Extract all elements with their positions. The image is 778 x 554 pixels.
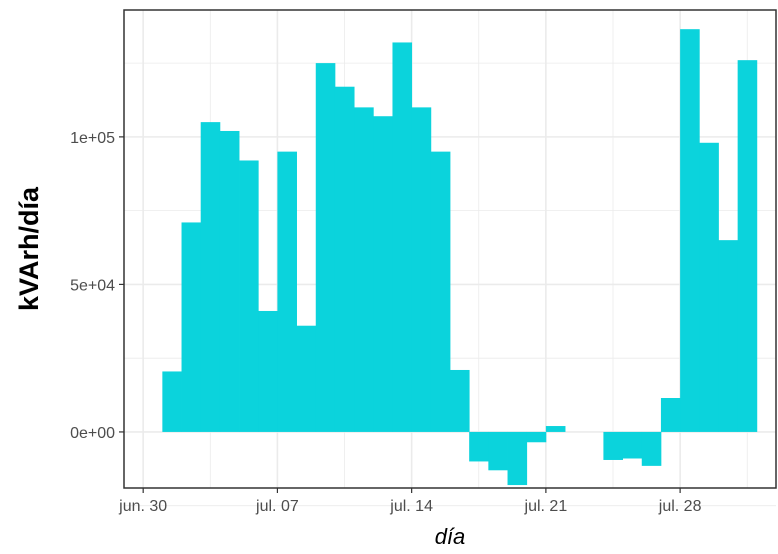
bar (430, 151, 451, 432)
bar (450, 369, 470, 432)
bar (200, 122, 221, 432)
bar (162, 371, 182, 432)
bar (545, 426, 566, 432)
bar (603, 431, 623, 460)
bar (411, 107, 432, 432)
bar (622, 431, 643, 459)
bar (660, 398, 681, 432)
bar (219, 130, 240, 432)
bar (507, 431, 528, 486)
y-axis-title: kVArh/día (14, 186, 44, 311)
bar (488, 431, 508, 471)
bar (334, 86, 355, 432)
bar (680, 29, 700, 432)
x-axis: jun. 30 jul. 07 jul. 14 jul. 21 jul. 28 (118, 488, 702, 515)
bar (258, 310, 278, 432)
x-tick-label: jul. 14 (389, 498, 433, 515)
bar (277, 151, 297, 432)
bar (469, 431, 489, 462)
bar (354, 107, 374, 432)
bar (296, 325, 317, 432)
panel-border (123, 9, 777, 489)
bar (718, 240, 739, 432)
bar (392, 42, 413, 432)
bar (373, 116, 393, 432)
bar (641, 431, 662, 466)
x-tick-label: jul. 07 (255, 498, 299, 515)
bar (181, 222, 202, 432)
x-tick-label: jun. 30 (118, 498, 167, 515)
x-tick-label: jul. 28 (658, 498, 702, 515)
y-tick-label: 1e+05 (70, 130, 115, 147)
bar (737, 60, 758, 432)
y-tick-label: 0e+00 (70, 425, 115, 442)
bar (526, 431, 547, 443)
x-tick-label: jul. 21 (524, 498, 568, 515)
y-axis: 0e+00 5e+04 1e+05 (70, 130, 124, 442)
y-tick-label: 5e+04 (70, 277, 115, 294)
bar (315, 63, 336, 432)
bars (162, 29, 758, 486)
bar (699, 142, 719, 432)
bar (239, 160, 259, 432)
x-axis-title: día (435, 524, 466, 549)
